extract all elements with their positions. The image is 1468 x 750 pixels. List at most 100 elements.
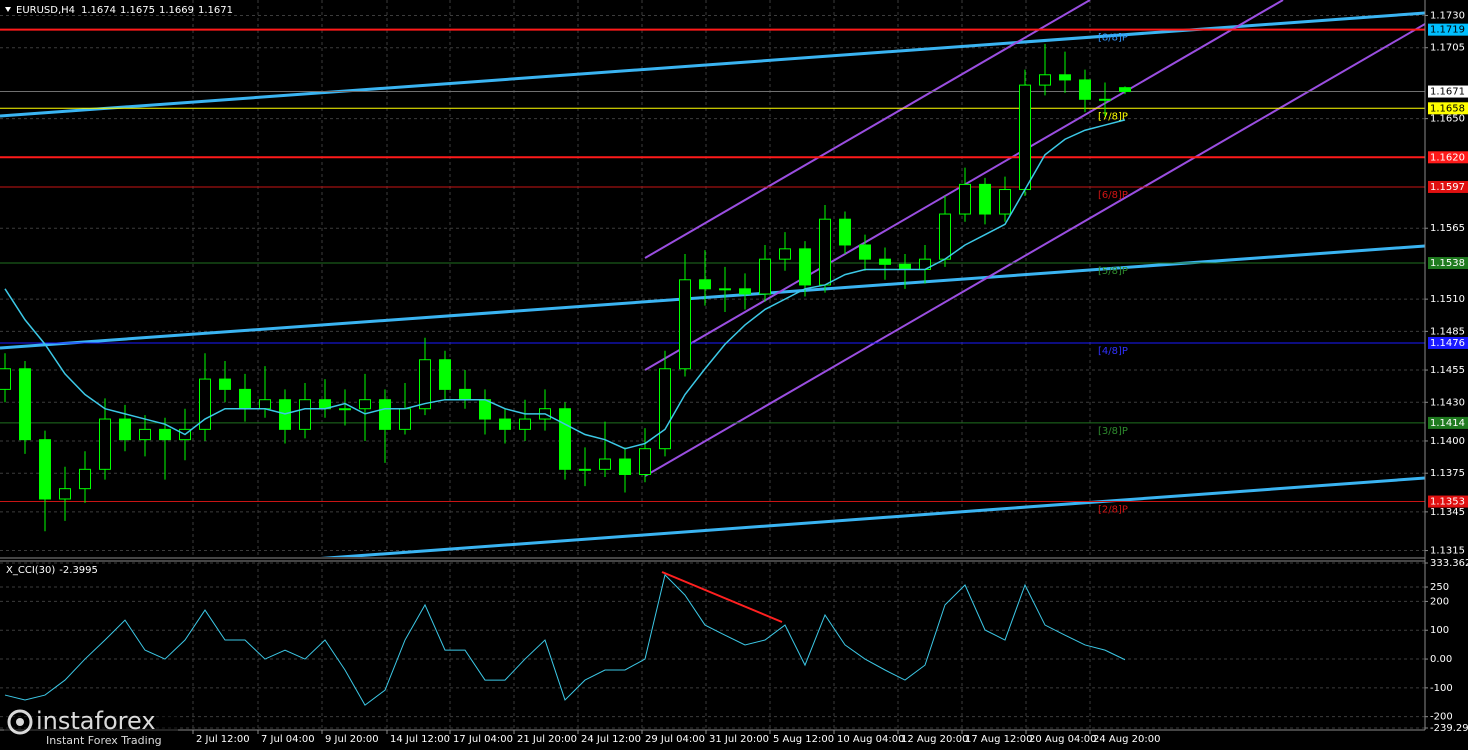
y-tick-label: 333.3621 — [1430, 558, 1468, 569]
moving-average — [4, 119, 1126, 450]
x-tick-label: 7 Jul 04:00 — [261, 734, 315, 745]
candle-body — [459, 388, 471, 401]
level-tag: [3/8]P — [1098, 426, 1128, 437]
price-plot: [8/8]P [7/8]P [6/8]P [5/8]P [4/8]P [3/8]P [2/8… — [0, 33, 1131, 532]
candle-body — [899, 263, 911, 270]
level-tag: [8/8]P — [1098, 33, 1128, 44]
candle-body — [39, 439, 51, 500]
close: 1.1671 — [198, 5, 233, 16]
level-tag: [6/8]P — [1098, 190, 1128, 201]
y-tick-label: 0.00 — [1430, 654, 1452, 665]
x-tick-label: 5 Aug 12:00 — [773, 734, 834, 745]
candle-body — [639, 448, 651, 475]
candle-body — [1039, 74, 1051, 86]
level-box — [1428, 102, 1468, 115]
candle-body — [239, 388, 251, 410]
candle-body — [439, 359, 451, 390]
candle-body — [859, 244, 871, 260]
level-box — [1428, 495, 1468, 508]
y-tick-label: -239.299 — [1430, 723, 1468, 734]
candle-body — [259, 399, 271, 410]
candle-body — [779, 248, 791, 260]
candle-body — [1079, 79, 1091, 100]
high: 1.1675 — [120, 5, 155, 16]
x-tick-label: 17 Jul 04:00 — [453, 734, 513, 745]
low: 1.1669 — [159, 5, 194, 16]
y-tick-label: 1.1565 — [1430, 223, 1465, 234]
level-box — [1428, 151, 1468, 164]
candle-body — [19, 368, 31, 441]
menu-arrow — [5, 7, 11, 12]
candle-body — [499, 418, 511, 430]
candle-body — [939, 213, 951, 260]
candle-body — [619, 458, 631, 475]
watermark-bg — [4, 706, 178, 748]
candle-body — [479, 399, 491, 420]
x-tick-label: 24 Jul 12:00 — [581, 734, 641, 745]
trend-line — [320, 476, 1425, 557]
candle-body — [139, 428, 151, 441]
candle-body — [59, 488, 71, 500]
logo-icon — [7, 709, 33, 735]
level-label: 1.1719 — [1430, 25, 1465, 36]
x-tick-label: 31 Jul 20:00 — [709, 734, 769, 745]
candle-body — [159, 428, 171, 441]
candle-body — [819, 218, 831, 286]
candle-body — [999, 189, 1011, 215]
axes: 1.17301.17051.16501.15651.15101.14851.14… — [192, 10, 1468, 745]
indicator-name: X_CCI(30) — [6, 565, 55, 576]
candle-body — [679, 279, 691, 370]
y-tick-label: 1.1345 — [1430, 507, 1465, 518]
x-tick-label: 9 Jul 20:00 — [325, 734, 379, 745]
candle-body — [119, 418, 131, 441]
candle-body — [959, 183, 971, 215]
candle-body — [0, 368, 11, 390]
candle-body — [419, 359, 431, 410]
channel-line — [644, 23, 1425, 477]
x-tick-label: 17 Aug 12:00 — [965, 734, 1032, 745]
x-tick-label: 29 Jul 04:00 — [645, 734, 705, 745]
candle-body — [979, 183, 991, 215]
y-tick-label: -100 — [1430, 683, 1453, 694]
candle-body — [339, 408, 351, 411]
x-tick-label: 21 Jul 20:00 — [517, 734, 577, 745]
indicator-value: -2.3995 — [59, 565, 98, 576]
x-tick-label: 20 Aug 04:00 — [1029, 734, 1096, 745]
candle-body — [879, 258, 891, 265]
candle-body — [739, 288, 751, 295]
level-tag: [5/8]P — [1098, 266, 1128, 277]
y-tick-label: 1.1705 — [1430, 43, 1465, 54]
y-tick-label: 1.1430 — [1430, 397, 1465, 408]
level-tag: [4/8]P — [1098, 346, 1128, 357]
candle-body — [659, 368, 671, 450]
logo-icon-dot — [16, 718, 24, 726]
candle-body — [1099, 98, 1111, 101]
y-tick-label: 1.1375 — [1430, 468, 1465, 479]
tagline: Instant Forex Trading — [46, 734, 162, 747]
open: 1.1674 — [81, 5, 116, 16]
levels — [0, 28, 1425, 503]
candle-body — [99, 418, 111, 470]
y-tick-label: 1.1315 — [1430, 546, 1465, 557]
y-tick-label: -200 — [1430, 712, 1453, 723]
cci-trend-line — [661, 571, 783, 623]
candle-body — [199, 378, 211, 430]
candle-body — [359, 399, 371, 410]
x-tick-label: 14 Jul 12:00 — [390, 734, 450, 745]
level-label: 1.1658 — [1430, 103, 1465, 114]
candle-body — [519, 418, 531, 430]
candle-body — [559, 408, 571, 470]
brand: instaforex — [36, 707, 156, 735]
y-tick-label: 1.1455 — [1430, 365, 1465, 376]
candle-body — [379, 399, 391, 430]
candle-body — [799, 248, 811, 286]
symbol: EURUSD,H4 — [16, 5, 75, 16]
x-tick-label: 10 Aug 04:00 — [837, 734, 904, 745]
candle-body — [399, 408, 411, 430]
x-tick-label: 24 Aug 20:00 — [1093, 734, 1160, 745]
candle-body — [759, 258, 771, 295]
candle-body — [579, 468, 591, 471]
candle-body — [299, 399, 311, 430]
